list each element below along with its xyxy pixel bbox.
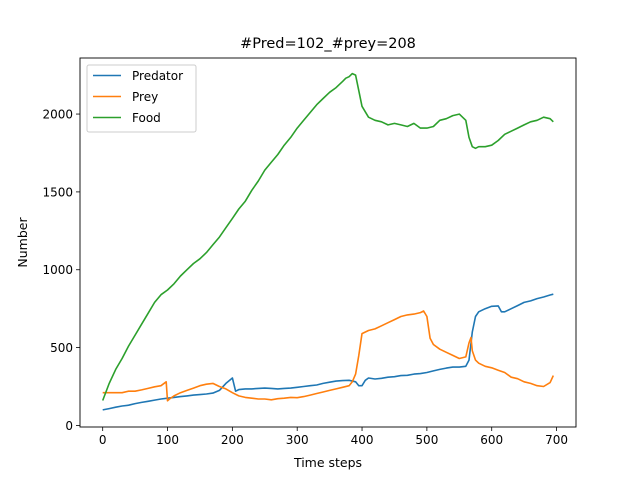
series-layer — [101, 72, 555, 411]
series-line-food — [101, 72, 554, 401]
y-tick-label: 500 — [50, 341, 73, 355]
y-tick-label: 1500 — [42, 185, 73, 199]
legend-label-prey: Prey — [132, 90, 158, 104]
chart-title: #Pred=102_#prey=208 — [240, 36, 416, 52]
legend-items: Predator Prey Food — [93, 69, 183, 125]
legend-box — [86, 64, 197, 133]
y-tick-label: 0 — [65, 419, 73, 433]
legend-label-predator: Predator — [132, 69, 183, 83]
x-tick-label: 700 — [545, 433, 568, 447]
legend-label-food: Food — [132, 111, 161, 125]
x-tick-label: 400 — [351, 433, 374, 447]
x-tick-label: 100 — [156, 433, 179, 447]
x-axis-label: Time steps — [293, 455, 362, 470]
legend: Predator Prey Food — [86, 64, 197, 133]
y-tick-label: 1000 — [42, 263, 73, 277]
x-tick-label: 500 — [415, 433, 438, 447]
x-tick-label: 200 — [221, 433, 244, 447]
x-axis: 0 100 200 300 400 500 600 700 — [99, 427, 568, 447]
plot-area — [79, 57, 577, 428]
y-axis: 0 500 1000 1500 2000 — [42, 108, 80, 433]
x-tick-label: 300 — [286, 433, 309, 447]
x-tick-label: 0 — [99, 433, 107, 447]
y-axis-label: Number — [15, 217, 30, 268]
y-tick-label: 2000 — [42, 108, 73, 122]
series-line-prey — [102, 310, 555, 402]
x-tick-label: 600 — [480, 433, 503, 447]
series-line-predator — [102, 293, 554, 411]
